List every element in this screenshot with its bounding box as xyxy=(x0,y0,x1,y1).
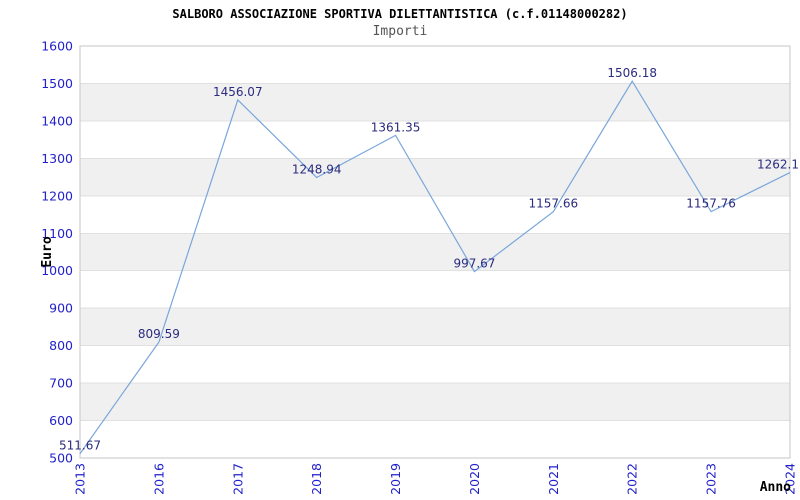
y-tick-label: 1500 xyxy=(41,76,73,91)
x-tick-label: 2017 xyxy=(230,463,245,495)
x-tick-label: 2018 xyxy=(309,463,324,495)
plot-band xyxy=(80,83,790,121)
y-tick-label: 700 xyxy=(49,376,73,391)
point-label: 511.67 xyxy=(59,439,101,453)
y-axis-title: Euro xyxy=(40,236,55,267)
y-tick-label: 1400 xyxy=(41,113,73,128)
y-tick-label: 1100 xyxy=(41,226,73,241)
y-tick-label: 900 xyxy=(49,301,73,316)
point-label: 1157.66 xyxy=(529,197,579,211)
x-tick-label: 2024 xyxy=(783,463,798,495)
point-label: 809.59 xyxy=(138,327,180,341)
data-line xyxy=(79,79,791,454)
chart-subtitle: Importi xyxy=(372,24,428,39)
x-tick-label: 2016 xyxy=(151,463,166,495)
point-label: 1248.94 xyxy=(292,162,342,176)
plot-band xyxy=(80,233,790,271)
x-tick-label: 2021 xyxy=(546,463,561,495)
point-label: 1262.1 xyxy=(757,158,799,172)
plot-band xyxy=(80,308,790,346)
y-tick-label: 1200 xyxy=(41,188,73,203)
x-tick-label: 2022 xyxy=(625,463,640,495)
y-tick-label: 1600 xyxy=(41,39,73,54)
y-tick-label: 600 xyxy=(49,413,73,428)
y-tick-label: 500 xyxy=(49,451,73,466)
point-label: 1157.76 xyxy=(686,197,736,211)
y-tick-label: 1000 xyxy=(41,263,73,278)
plot-border xyxy=(79,45,791,459)
plot-band xyxy=(80,420,790,458)
plot-band xyxy=(80,46,790,84)
plot-band xyxy=(80,120,790,159)
plot-band xyxy=(80,345,790,384)
x-tick-label: 2019 xyxy=(388,463,403,495)
x-tick-label: 2023 xyxy=(704,463,719,495)
point-label: 1361.35 xyxy=(371,120,421,134)
plot-band xyxy=(80,158,790,196)
x-tick-label: 2013 xyxy=(73,463,88,495)
point-label: 1506.18 xyxy=(607,66,657,80)
plot-band xyxy=(80,195,790,234)
x-axis-title: Anno xyxy=(760,480,791,495)
plot-band xyxy=(80,383,790,421)
x-tick-label: 2020 xyxy=(467,463,482,495)
point-label: 1456.07 xyxy=(213,85,263,99)
y-tick-label: 800 xyxy=(49,338,73,353)
point-label: 997.67 xyxy=(453,257,495,271)
y-tick-label: 1300 xyxy=(41,151,73,166)
plot-band xyxy=(80,270,790,309)
chart-title: SALBORO ASSOCIAZIONE SPORTIVA DILETTANTI… xyxy=(172,7,628,21)
